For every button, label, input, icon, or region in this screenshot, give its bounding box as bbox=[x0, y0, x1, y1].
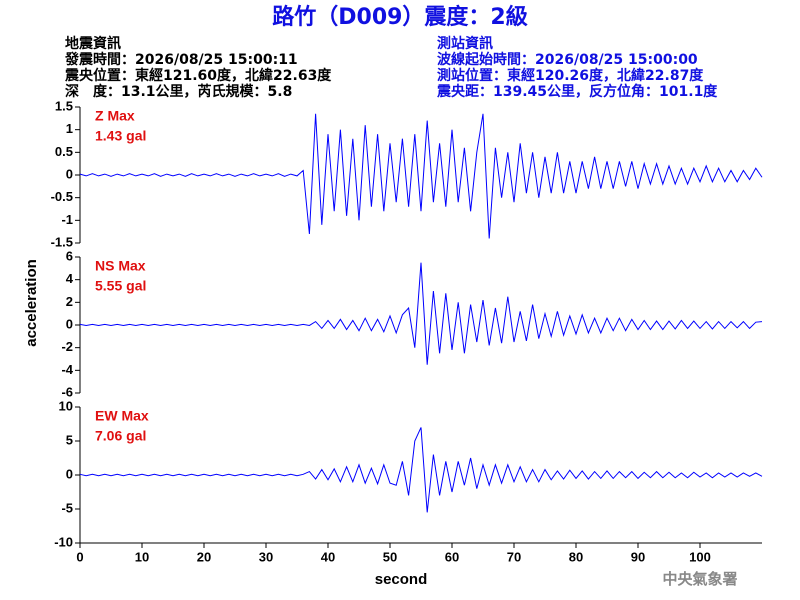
y-tick-label: 0.5 bbox=[55, 144, 73, 159]
x-tick-label: 30 bbox=[259, 549, 273, 564]
y-tick-label: 0 bbox=[66, 316, 73, 331]
info-right: 測站位置：東經120.26度，北緯22.87度 bbox=[437, 67, 704, 84]
x-tick-label: 50 bbox=[383, 549, 397, 564]
waveform bbox=[79, 427, 763, 513]
y-tick-label: -0.5 bbox=[51, 189, 73, 204]
y-tick-label: -1 bbox=[61, 212, 73, 227]
y-tick-label: 2 bbox=[66, 294, 73, 309]
y-tick-label: 6 bbox=[66, 248, 73, 263]
x-tick-label: 100 bbox=[689, 549, 711, 564]
annotation: 5.55 gal bbox=[95, 278, 146, 294]
info-left: 深 度：13.1公里，芮氏規模：5.8 bbox=[65, 83, 292, 100]
x-tick-label: 80 bbox=[569, 549, 583, 564]
y-tick-label: -4 bbox=[61, 362, 73, 377]
x-tick-label: 60 bbox=[445, 549, 459, 564]
y-tick-label: -10 bbox=[54, 534, 73, 549]
x-tick-label: 40 bbox=[321, 549, 335, 564]
waveform bbox=[79, 113, 763, 239]
y-axis-label: acceleration bbox=[23, 259, 40, 347]
x-tick-label: 20 bbox=[197, 549, 211, 564]
x-axis-label: second bbox=[375, 571, 428, 588]
y-tick-label: -1.5 bbox=[51, 234, 73, 249]
y-tick-label: 0 bbox=[66, 466, 73, 481]
annotation: 1.43 gal bbox=[95, 128, 146, 144]
x-tick-label: 10 bbox=[135, 549, 149, 564]
y-tick-label: -5 bbox=[61, 500, 73, 515]
info-right: 震央距：139.45公里，反方位角：101.1度 bbox=[436, 83, 718, 100]
info-left: 地震資訊 bbox=[65, 35, 121, 52]
y-tick-label: 4 bbox=[66, 271, 74, 286]
x-tick-label: 0 bbox=[76, 549, 83, 564]
y-tick-label: 5 bbox=[66, 432, 73, 447]
annotation: EW Max bbox=[95, 408, 149, 424]
info-left: 震央位置：東經121.60度，北緯22.63度 bbox=[64, 67, 332, 84]
annotation: Z Max bbox=[95, 108, 135, 124]
y-tick-label: -2 bbox=[61, 339, 73, 354]
info-left: 發震時間：2026/08/25 15:00:11 bbox=[64, 51, 298, 68]
info-right: 波線起始時間：2026/08/25 15:00:00 bbox=[437, 51, 698, 68]
annotation: NS Max bbox=[95, 258, 146, 274]
y-tick-label: -6 bbox=[61, 384, 73, 399]
x-tick-label: 90 bbox=[631, 549, 645, 564]
annotation: 7.06 gal bbox=[95, 428, 146, 444]
credit: 中央氣象署 bbox=[662, 570, 737, 588]
y-tick-label: 1.5 bbox=[55, 98, 73, 113]
x-tick-label: 70 bbox=[507, 549, 521, 564]
chart-title: 路竹（D009）震度：2級 bbox=[272, 4, 528, 30]
y-tick-label: 0 bbox=[66, 166, 73, 181]
y-tick-label: 1 bbox=[66, 121, 73, 136]
info-right: 測站資訊 bbox=[437, 35, 493, 52]
waveform bbox=[79, 262, 763, 365]
y-tick-label: 10 bbox=[59, 398, 73, 413]
